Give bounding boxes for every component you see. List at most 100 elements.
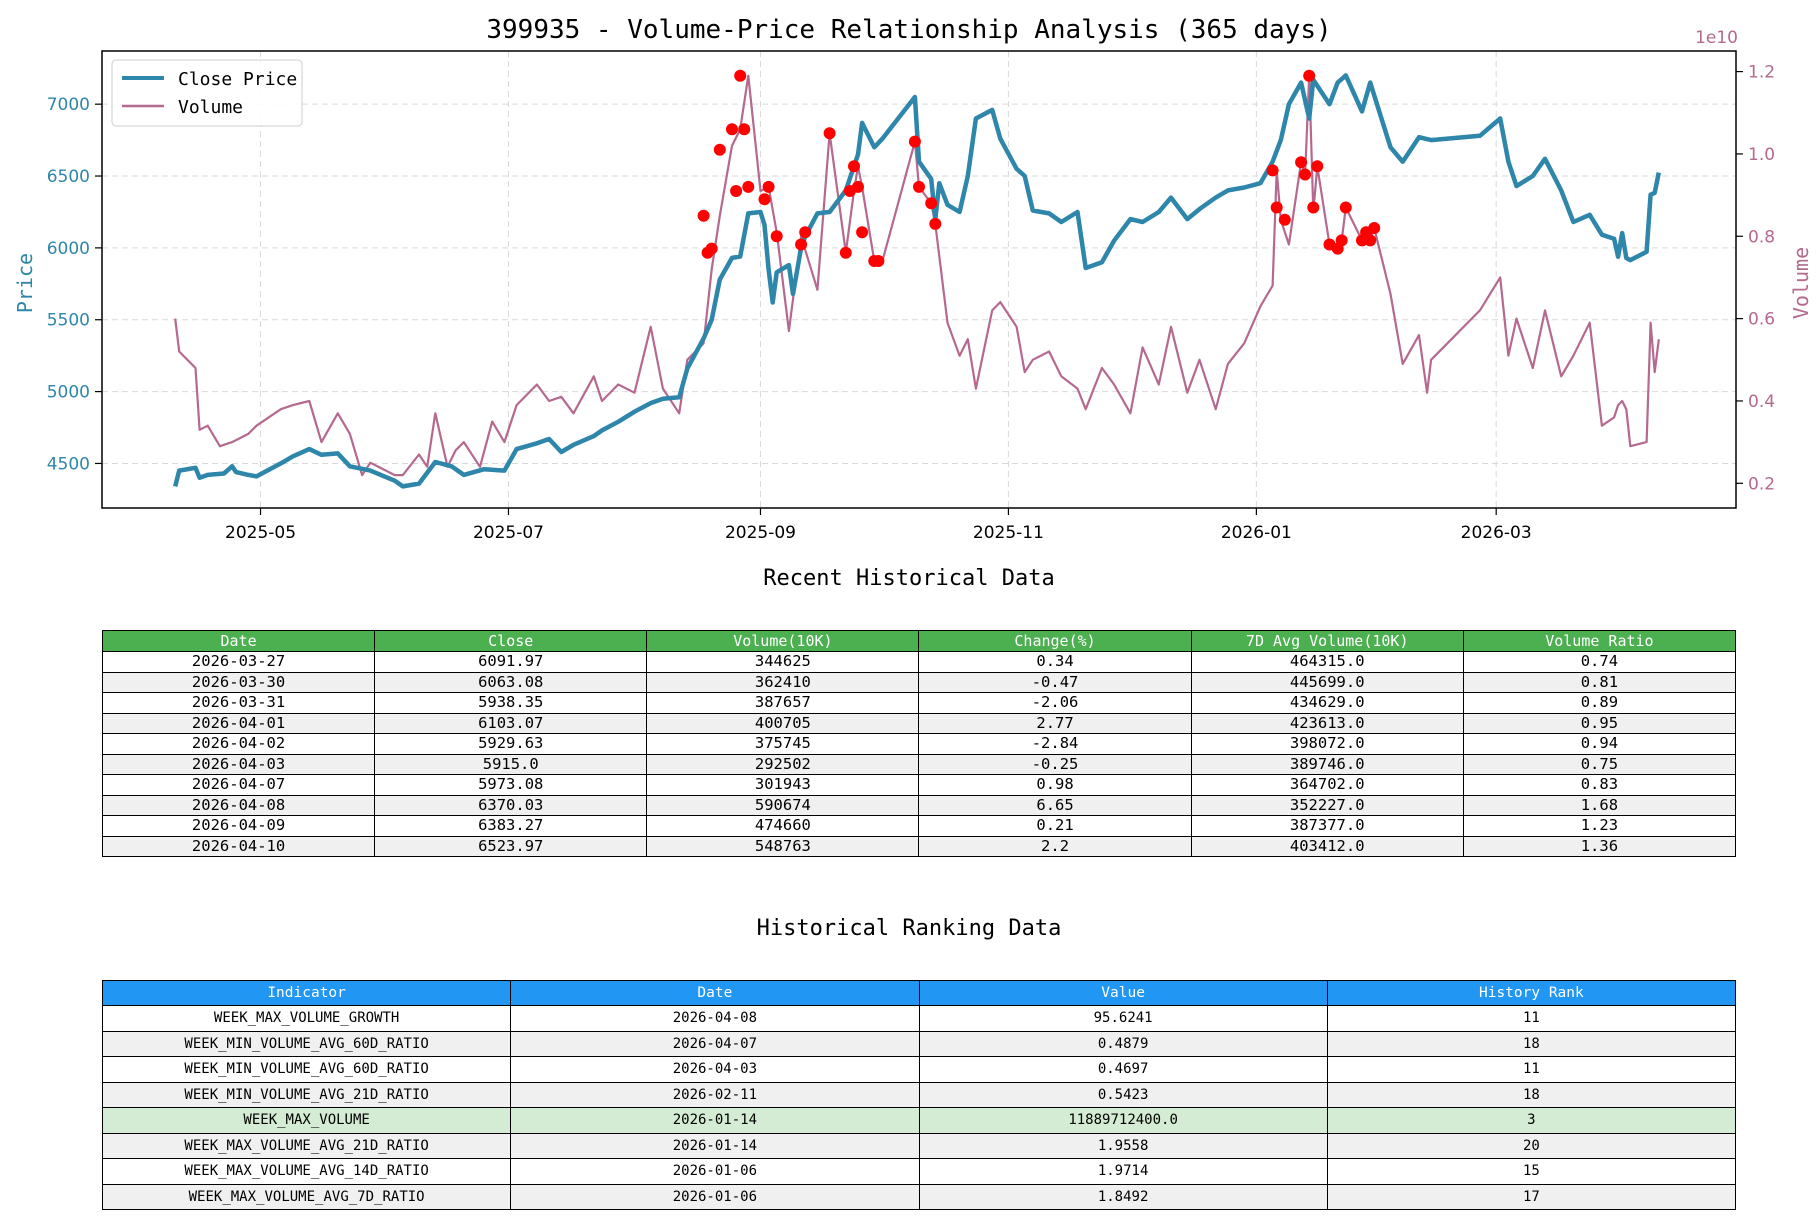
table-cell: 2026-04-07 [101,774,376,796]
high-volume-marker [908,135,921,148]
table-cell: 17 [1326,1183,1737,1210]
table-cell: 5929.63 [374,733,648,755]
table-cell: 344625 [646,651,920,673]
table-row: 2026-03-30 6063.08 362410 -0.47 445699.0 0.81 [101,671,1737,693]
y-right-tick-label: 1.0 [1748,145,1775,165]
table-row: WEEK_MAX_VOLUME_AVG_7D_RATIO 2026-01-06 1.… [101,1183,1737,1210]
table-row: WEEK_MAX_VOLUME_AVG_21D_RATIO 2026-01-14 1… [101,1132,1737,1159]
table-cell: 2026-03-30 [101,671,376,693]
high-volume-marker [1311,160,1324,173]
table-cell: WEEK_MIN_VOLUME_AVG_60D_RATIO [101,1030,512,1057]
table-cell: -2.06 [918,692,1192,714]
table-cell: 0.34 [918,651,1192,673]
table-cell: 590674 [646,794,920,816]
high-volume-marker [730,185,743,197]
table-cell: 445699.0 [1190,671,1464,693]
column-header: Indicator [101,980,512,1006]
legend-label-volume: Volume [178,97,243,118]
high-volume-marker [1278,213,1291,226]
table-cell: WEEK_MAX_VOLUME_AVG_7D_RATIO [101,1183,512,1210]
table-row: 2026-04-10 6523.97 548763 2.2 403412.0 1.36 [101,835,1737,857]
table-cell: 362410 [646,671,920,693]
column-header: 7D Avg Volume(10K) [1190,630,1464,652]
high-volume-marker [795,238,808,251]
table-cell: 2026-03-31 [101,692,376,714]
right-volume-axis: 0.2 0.4 0.6 0.8 1.0 1.2 [1736,63,1775,494]
volume-series [174,74,1660,477]
table-cell: WEEK_MAX_VOLUME_AVG_21D_RATIO [101,1132,512,1159]
high-volume-marker [1270,201,1283,214]
table-cell: 2026-04-03 [101,753,376,775]
high-volume-marker [872,255,885,267]
table-cell: WEEK_MAX_VOLUME_AVG_14D_RATIO [101,1158,512,1185]
table-cell: 2026-04-09 [101,815,376,837]
table-cell: 95.6241 [918,1005,1328,1032]
y-left-tick-label: 7000 [47,95,90,115]
high-volume-marker [713,143,726,156]
legend-label-close-price: Close Price [178,69,297,90]
high-volume-marker [726,123,738,136]
grid-lines [102,51,1736,508]
table-header-row: Date Close Volume(10K) Change(%) 7D Avg Volu… [101,630,1737,652]
table-cell: 434629.0 [1190,692,1464,714]
table-cell: 20 [1326,1132,1737,1159]
table-cell: 292502 [646,753,920,775]
table-cell: WEEK_MIN_VOLUME_AVG_60D_RATIO [101,1056,512,1083]
volume-line [174,74,1660,477]
table-cell: 2026-01-14 [510,1107,920,1134]
table-cell: 0.95 [1462,712,1737,734]
high-volume-markers [697,69,1381,267]
high-volume-marker [762,180,775,193]
table-cell: 6523.97 [374,835,648,857]
y-left-tick-label: 6000 [47,239,90,259]
high-volume-marker [925,197,938,210]
ranking-data-title: Historical Ranking Data [756,916,1062,941]
table-row: 2026-04-08 6370.03 590674 6.65 352227.0 1.68 [101,794,1737,816]
table-cell: 1.8492 [918,1183,1328,1210]
x-tick-label: 2026-03 [1461,523,1532,543]
table-cell: 301943 [646,774,920,796]
table-cell: 2026-03-27 [101,651,376,673]
table-row: WEEK_MAX_VOLUME_AVG_14D_RATIO 2026-01-06 1… [101,1158,1737,1185]
column-header: History Rank [1326,980,1737,1006]
table-cell: 375745 [646,733,920,755]
y-right-tick-label: 0.6 [1748,310,1775,330]
high-volume-marker [823,127,836,140]
high-volume-marker [758,193,771,206]
x-tick-label: 2025-07 [473,523,544,543]
table-cell: -2.84 [918,733,1192,755]
y-left-tick-label: 6500 [47,167,90,187]
x-date-axis: 2025-05 2025-07 2025-09 2025-11 2026-01 2026-… [225,508,1532,543]
table-row: 2026-04-07 5973.08 301943 0.98 364702.0 0.83 [101,774,1737,796]
high-volume-marker [697,209,710,222]
table-cell: 389746.0 [1190,753,1464,775]
high-volume-marker [1307,201,1320,214]
table-cell: 1.36 [1462,835,1737,857]
column-header: Date [101,630,376,652]
table-cell: 398072.0 [1190,733,1464,755]
column-header: Value [918,980,1328,1006]
table-cell: 2026-04-08 [101,794,376,816]
table-cell: 0.89 [1462,692,1737,714]
table-cell: 2026-01-14 [510,1132,920,1159]
high-volume-marker [913,180,925,193]
table-cell: 2026-04-01 [101,712,376,734]
table-cell: 6370.03 [374,794,648,816]
plot-frame [101,50,1737,509]
table-row: 2026-04-02 5929.63 375745 -2.84 398072.0 0.94 [101,733,1737,755]
high-volume-marker [1364,234,1377,247]
table-cell: 548763 [646,835,920,857]
table-cell: 18 [1326,1081,1737,1108]
table-cell: 387657 [646,692,920,714]
table-cell: 6091.97 [374,651,648,673]
table-cell: -0.47 [918,671,1192,693]
table-cell: 0.83 [1462,774,1737,796]
table-cell: 0.98 [918,774,1192,796]
recent-data-title: Recent Historical Data [763,566,1055,591]
high-volume-marker [839,246,852,259]
table-cell: WEEK_MAX_VOLUME_GROWTH [101,1005,512,1032]
high-volume-marker [1339,201,1352,214]
y-right-tick-label: 1.2 [1748,63,1775,83]
close-price-series [173,73,1662,489]
table-cell: 464315.0 [1190,651,1464,673]
